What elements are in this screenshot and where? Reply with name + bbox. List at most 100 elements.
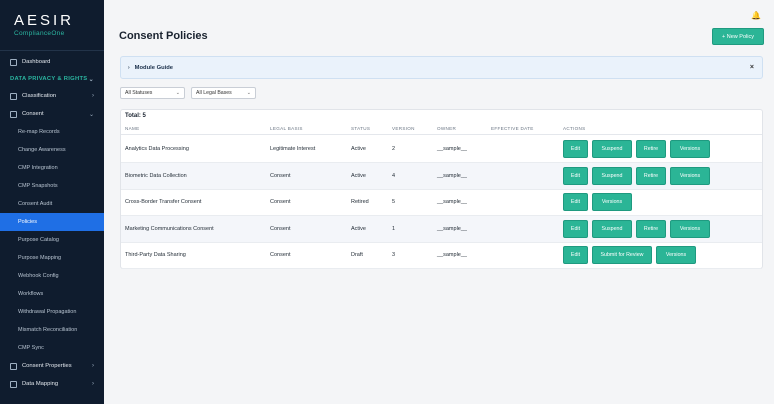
sidebar-subitem[interactable]: Policies [0, 213, 104, 231]
cell-status: Retired [351, 199, 369, 205]
cell-status: Active [351, 172, 366, 179]
cell-basis: Consent [270, 225, 291, 232]
row-actions: Edit Submit for Review Versions [563, 246, 696, 264]
edit-button[interactable]: Edit [563, 140, 588, 158]
table-header: NAME LEGAL BASIS STATUS VERSION OWNER EFFECTI… [121, 123, 762, 135]
close-icon[interactable]: × [749, 64, 754, 71]
sidebar-subitem[interactable]: Change Awareness [0, 141, 104, 159]
legal-basis-filter-select[interactable]: All Legal Bases ⌄ [191, 87, 256, 99]
sidebar-item-dashboard[interactable]: Dashboard [0, 53, 104, 71]
suspend-button[interactable]: Suspend [592, 166, 632, 185]
retire-button[interactable]: Retire [636, 219, 666, 238]
cell-version: 5 [392, 199, 396, 205]
chevron-right-icon: › [92, 93, 94, 99]
sidebar-subitem[interactable]: Workflows [0, 285, 104, 303]
cell-owner: __sample__ [437, 172, 467, 179]
new-policy-button[interactable]: + New Policy [712, 28, 764, 45]
sidebar-subitem[interactable]: Withdrawal Propagation [0, 303, 104, 321]
table-row: Marketing Communications Consent Consent A… [121, 215, 762, 243]
chevron-right-icon: › [128, 64, 130, 71]
status-filter-value: All Statuses [125, 90, 153, 96]
sidebar-subitem-label: Policies [18, 219, 37, 225]
table-row: Analytics Data Processing Legitimate Inte… [121, 136, 762, 163]
cell-name: Biometric Data Collection [125, 172, 187, 179]
module-guide-panel[interactable]: › Module Guide × [120, 56, 763, 79]
cell-owner: __sample__ [437, 225, 467, 232]
edit-button[interactable]: Edit [563, 166, 588, 185]
row-actions: Edit Suspend Retire Versions [563, 219, 710, 238]
cell-name: Third-Party Data Sharing [125, 252, 186, 258]
sidebar-subitem[interactable]: Purpose Mapping [0, 249, 104, 267]
cell-basis: Consent [270, 172, 291, 179]
sidebar: AESIR ComplianceOne Dashboard DATA PRIVA… [0, 0, 104, 404]
retire-button[interactable]: Retire [636, 166, 666, 185]
cell-version: 4 [392, 172, 396, 179]
column-header: EFFECTIVE DATE [491, 126, 534, 131]
column-header: ACTIONS [563, 126, 586, 131]
column-header: NAME [125, 126, 140, 131]
suspend-button[interactable]: Suspend [592, 219, 632, 238]
submit-for-review-button[interactable]: Submit for Review [592, 246, 652, 264]
sidebar-item-label: Consent Properties [22, 363, 72, 369]
sidebar-subitem[interactable]: Webhook Config [0, 267, 104, 285]
column-header: LEGAL BASIS [270, 126, 303, 131]
sidebar-subitem[interactable]: CMP Snapshots [0, 177, 104, 195]
sidebar-item-classification[interactable]: Classification › [0, 87, 104, 105]
cell-owner: __sample__ [437, 146, 467, 152]
sidebar-subitem-label: Webhook Config [18, 273, 59, 279]
versions-button[interactable]: Versions [592, 193, 632, 211]
total-count: Total: 5 [125, 113, 146, 119]
sidebar-subitem-label: Purpose Mapping [18, 255, 62, 261]
sidebar-subitem-label: Withdrawal Propagation [18, 309, 77, 315]
sidebar-item-consent-properties[interactable]: Consent Properties › [0, 357, 104, 375]
versions-button[interactable]: Versions [670, 140, 710, 158]
sidebar-subitem-label: Re-map Records [18, 129, 60, 135]
logo-name: AESIR [14, 12, 75, 29]
suspend-button[interactable]: Suspend [592, 140, 632, 158]
logo: AESIR ComplianceOne [0, 0, 104, 48]
edit-button[interactable]: Edit [563, 219, 588, 238]
sidebar-subitem-label: Mismatch Reconciliation [18, 327, 78, 333]
cell-owner: __sample__ [437, 199, 467, 205]
policies-table-card: Total: 5 NAME LEGAL BASIS STATUS VERSION OWN… [120, 109, 763, 269]
versions-button[interactable]: Versions [670, 166, 710, 185]
bell-icon[interactable]: 🔔 [751, 11, 761, 20]
sidebar-item-label: Consent [22, 111, 44, 117]
sidebar-subitem-label: CMP Snapshots [18, 183, 58, 189]
sidebar-subitem[interactable]: Mismatch Reconciliation [0, 321, 104, 339]
sidebar-subitem[interactable]: Re-map Records [0, 123, 104, 141]
edit-button[interactable]: Edit [563, 193, 588, 211]
cell-status: Draft [351, 252, 363, 258]
sidebar-item-consent[interactable]: Consent ⌄ [0, 105, 104, 123]
consent-icon [10, 110, 17, 118]
cell-name: Marketing Communications Consent [125, 225, 214, 232]
sidebar-section-data-privacy[interactable]: DATA PRIVACY & RIGHTS ⌄ [0, 71, 104, 87]
status-filter-select[interactable]: All Statuses ⌄ [120, 87, 185, 99]
cell-name: Cross-Border Transfer Consent [125, 199, 202, 205]
versions-button[interactable]: Versions [670, 219, 710, 238]
column-header: OWNER [437, 126, 457, 131]
edit-button[interactable]: Edit [563, 246, 588, 264]
sidebar-subitem[interactable]: Consent Audit [0, 195, 104, 213]
chevron-down-icon: ⌄ [88, 111, 94, 118]
sidebar-item-data-mapping[interactable]: Data Mapping › [0, 375, 104, 393]
sidebar-item-label: Classification [22, 93, 57, 99]
table-row: Third-Party Data Sharing Consent Draft 3 __s… [121, 242, 762, 269]
dashboard-icon [10, 58, 17, 66]
sidebar-subitem[interactable]: Purpose Catalog [0, 231, 104, 249]
sidebar-consent-submenu: Re-map Records Change Awareness CMP Integr… [0, 123, 104, 357]
cell-version: 1 [392, 225, 396, 232]
retire-button[interactable]: Retire [636, 140, 666, 158]
row-actions: Edit Versions [563, 193, 632, 211]
sidebar-divider [0, 50, 104, 51]
cell-status: Active [351, 146, 366, 152]
sidebar-subitem[interactable]: CMP Integration [0, 159, 104, 177]
cell-version: 3 [392, 252, 396, 258]
sidebar-section-label: DATA PRIVACY & RIGHTS [10, 76, 88, 82]
row-actions: Edit Suspend Retire Versions [563, 166, 710, 185]
table-row: Cross-Border Transfer Consent Consent Reti… [121, 189, 762, 216]
sidebar-subitem-label: Purpose Catalog [18, 237, 59, 243]
versions-button[interactable]: Versions [656, 246, 696, 264]
sidebar-subitem-label: Change Awareness [18, 147, 66, 153]
sidebar-subitem[interactable]: CMP Sync [0, 339, 104, 357]
